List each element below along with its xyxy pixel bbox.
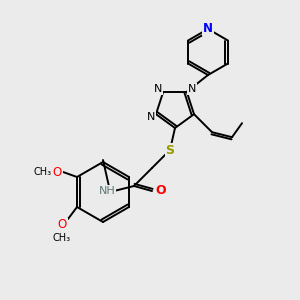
- Text: CH₃: CH₃: [53, 233, 71, 243]
- Text: O: O: [156, 184, 166, 197]
- Text: O: O: [52, 166, 62, 178]
- Text: O: O: [57, 218, 67, 232]
- Text: N: N: [154, 84, 162, 94]
- Text: CH₃: CH₃: [34, 167, 52, 177]
- Text: N: N: [203, 22, 213, 35]
- Text: N: N: [147, 112, 155, 122]
- Text: S: S: [166, 143, 175, 157]
- Text: NH: NH: [99, 186, 116, 196]
- Text: N: N: [188, 84, 196, 94]
